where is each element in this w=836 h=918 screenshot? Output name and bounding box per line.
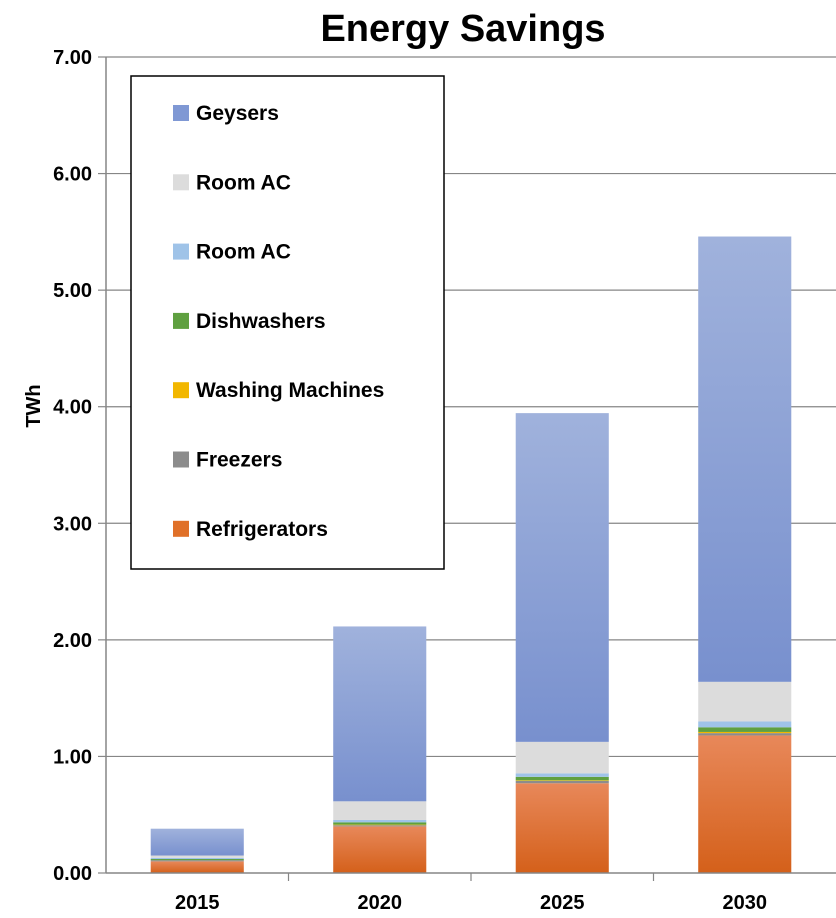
bar-segment	[333, 825, 427, 827]
axes	[105, 57, 836, 881]
bar-segment	[515, 780, 609, 781]
legend-entry: Room AC	[196, 171, 291, 194]
legend-swatch	[173, 105, 189, 121]
bar-segment	[150, 857, 244, 860]
legend-swatch	[173, 312, 189, 329]
bar-segment	[333, 824, 427, 826]
y-tick-label: 6.00	[53, 164, 92, 186]
y-axis-label: TWh	[23, 384, 45, 427]
legend-entry: Dishwashers	[196, 310, 326, 333]
legend-swatch	[173, 451, 189, 468]
y-tick-label: 0.00	[53, 863, 92, 885]
bar-segment	[150, 828, 244, 856]
bar-segment	[333, 826, 427, 873]
legend-entry: Refrigerators	[196, 518, 328, 541]
y-tick-label: 3.00	[53, 513, 92, 535]
bar-segment	[515, 773, 609, 777]
legend-entry: Freezers	[196, 449, 282, 472]
bar-segment	[515, 776, 609, 781]
bar-segment	[515, 741, 609, 774]
bar-segment	[698, 721, 792, 728]
legend-entry: Room AC	[196, 241, 291, 264]
bar-segment	[333, 819, 427, 823]
bar-segment	[150, 860, 244, 862]
x-tick-label: 2025	[540, 892, 585, 914]
y-tick-label: 2.00	[53, 630, 92, 652]
x-tick-labels: 2015 2020 2025 2030	[175, 892, 767, 914]
bar-segment	[333, 801, 427, 820]
bar-segment	[150, 859, 244, 861]
bar-segment	[515, 783, 609, 873]
x-tick-label: 2030	[723, 892, 768, 914]
y-tick-label: 5.00	[53, 280, 92, 302]
legend-entry: Washing Machines	[196, 379, 384, 402]
y-tick-label: 4.00	[53, 397, 92, 419]
bar-segment	[333, 626, 427, 802]
chart-title: Energy Savings	[320, 8, 605, 50]
legend-swatch	[173, 174, 189, 191]
bar-segment	[698, 735, 792, 873]
y-tick-label: 7.00	[53, 47, 92, 69]
bar-segment	[698, 236, 792, 682]
bar-segment	[515, 413, 609, 742]
bar-segment	[150, 855, 244, 858]
bar-segment	[515, 780, 609, 784]
legend: Geysers Room AC Room AC Dishwashers Washing …	[130, 75, 445, 570]
x-tick-label: 2020	[358, 892, 403, 914]
legend-swatch	[173, 382, 189, 399]
bars	[150, 236, 792, 873]
legend-entry: Geysers	[196, 102, 279, 125]
bar-segment	[698, 733, 792, 736]
bar-segment	[698, 681, 792, 722]
bar-segment	[698, 731, 792, 734]
legend-swatch	[173, 243, 189, 260]
bar-segment	[698, 727, 792, 732]
legend-swatch	[173, 520, 189, 537]
y-tick-label: 1.00	[53, 746, 92, 768]
bar-segment	[150, 861, 244, 873]
y-tick-labels: 0.00 1.00 2.00 3.00 4.00 5.00 6.00 7.00	[53, 47, 92, 885]
bar-segment	[333, 822, 427, 825]
x-tick-label: 2015	[175, 892, 220, 914]
